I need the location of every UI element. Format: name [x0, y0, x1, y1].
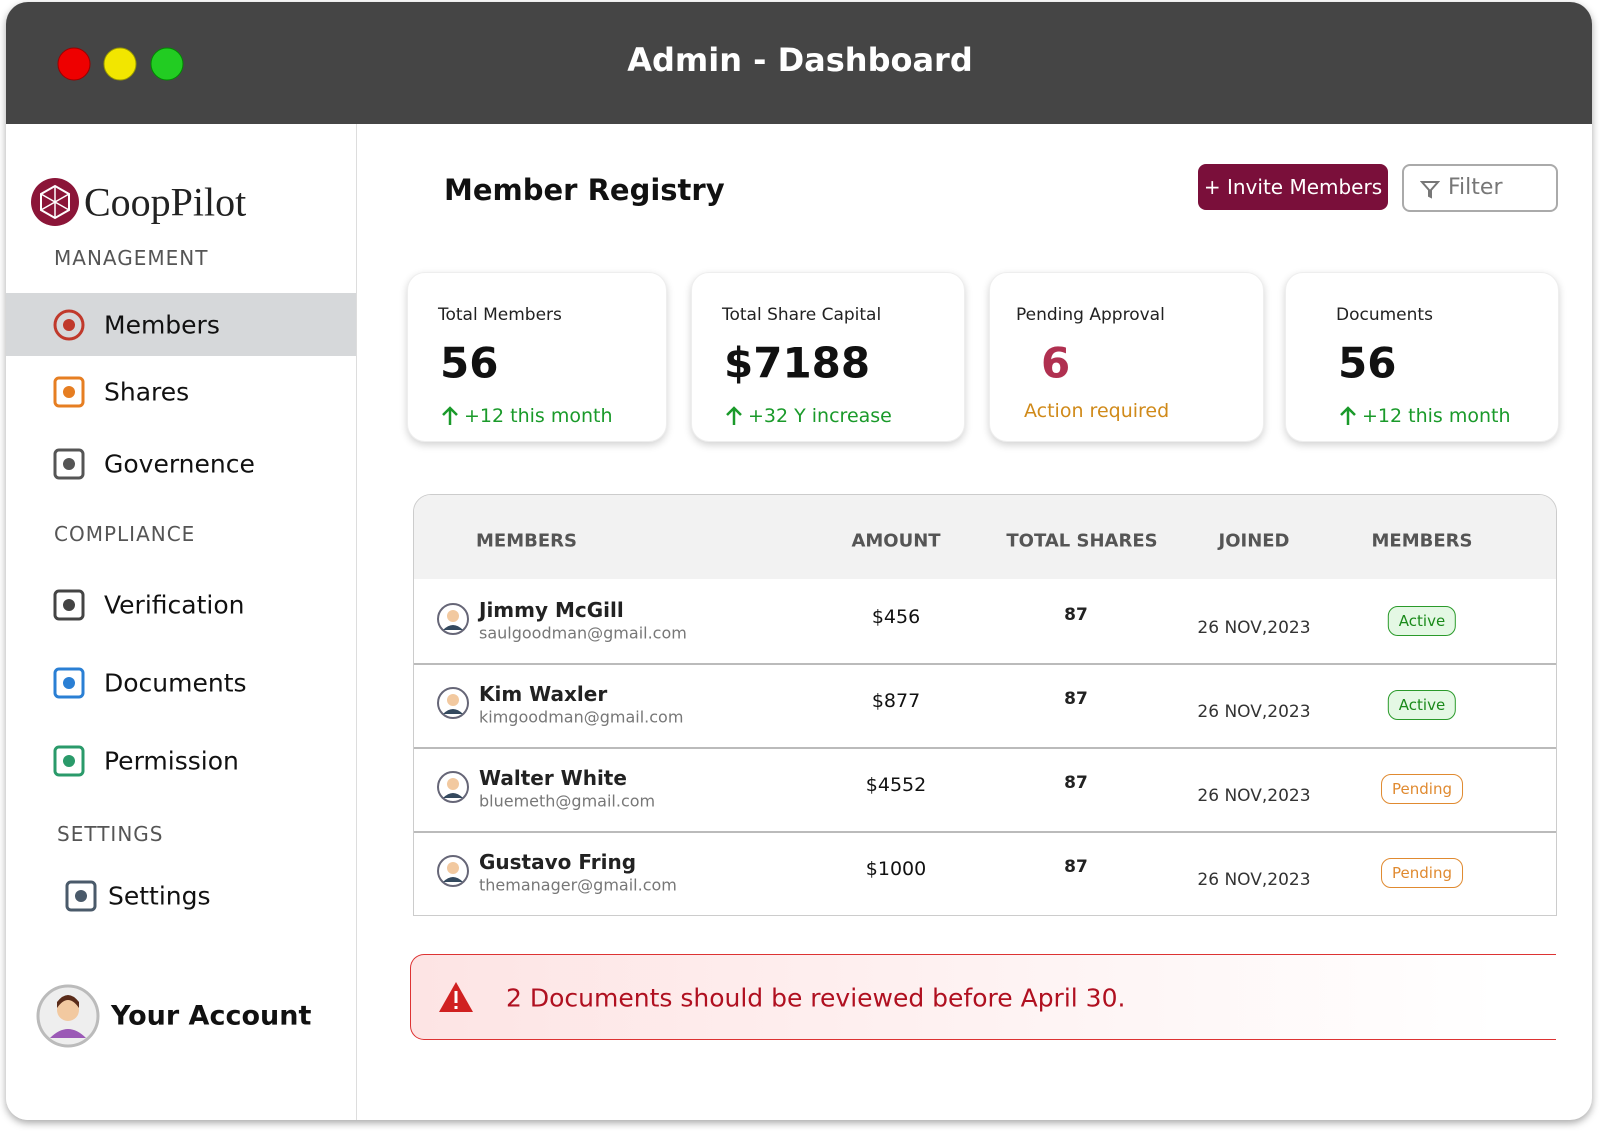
member-email: saulgoodman@gmail.com	[479, 623, 687, 643]
status-badge: Pending	[1381, 774, 1463, 804]
stat-card: Total Members 56 +12 this month	[407, 272, 667, 442]
joined-date: 26 NOV,2023	[1197, 618, 1311, 638]
nav-icon	[62, 877, 100, 915]
member-avatar	[436, 602, 470, 636]
stat-card: Total Share Capital $7188 +32 Y increase	[691, 272, 965, 442]
member-email: bluemeth@gmail.com	[479, 791, 656, 811]
column-header: AMOUNT	[851, 530, 941, 552]
column-header: JOINED	[1218, 530, 1290, 552]
account-link[interactable]: Your Account	[111, 1000, 312, 1032]
stat-label: Pending Approval	[1016, 305, 1165, 325]
nav-icon	[50, 664, 88, 702]
trend-arrow	[440, 405, 460, 427]
nav-item[interactable]: Governence	[104, 449, 255, 479]
page-title: Member Registry	[444, 173, 725, 207]
nav-icon	[50, 586, 88, 624]
amount: $1000	[865, 858, 927, 880]
member-table: MEMBERS AMOUNT TOTAL SHARES JOINED MEMBERS Ji…	[413, 494, 1557, 916]
window-controls[interactable]	[56, 46, 206, 82]
stat-note: Action required	[1024, 400, 1170, 422]
nav-item[interactable]: Shares	[104, 377, 190, 407]
status-badge: Active	[1387, 690, 1457, 720]
alert-text: 2 Documents should be reviewed before Ap…	[506, 983, 1126, 1013]
stat-card: Documents 56 +12 this month	[1285, 272, 1559, 442]
status-badge: Pending	[1381, 858, 1463, 888]
amount: $456	[871, 606, 921, 628]
total-shares: 87	[1064, 773, 1088, 793]
total-shares: 87	[1064, 857, 1088, 877]
joined-date: 26 NOV,2023	[1197, 702, 1311, 722]
stat-value: 6	[1041, 338, 1071, 388]
nav-icon	[50, 373, 88, 411]
minimize-button[interactable]	[103, 47, 137, 81]
column-header: TOTAL SHARES	[1006, 530, 1158, 552]
filter-button[interactable]: Filter	[1402, 164, 1558, 212]
logo-icon	[31, 178, 79, 226]
member-name[interactable]: Jimmy McGill	[479, 598, 624, 622]
stat-card: Pending Approval 6 Action required	[989, 272, 1264, 442]
maximize-button[interactable]	[150, 47, 184, 81]
status-badge: Active	[1387, 606, 1457, 636]
filter-icon	[1420, 181, 1440, 199]
account-avatar[interactable]	[36, 984, 100, 1048]
stat-note: +12 this month	[1362, 405, 1511, 427]
section-heading: MANAGEMENT	[54, 246, 209, 270]
joined-date: 26 NOV,2023	[1197, 870, 1311, 890]
stat-note: +32 Y increase	[748, 405, 892, 427]
column-header: MEMBERS	[1371, 530, 1473, 552]
nav-item[interactable]: Verification	[104, 590, 245, 620]
member-name[interactable]: Walter White	[479, 766, 627, 790]
member-avatar	[436, 770, 470, 804]
stat-note: +12 this month	[464, 405, 613, 427]
close-button[interactable]	[57, 47, 91, 81]
nav-icon	[50, 306, 88, 344]
row-divider	[414, 831, 1556, 833]
section-heading: SETTINGS	[57, 822, 164, 846]
member-email: kimgoodman@gmail.com	[479, 707, 684, 727]
filter-label: Filter	[1448, 175, 1503, 200]
member-avatar	[436, 686, 470, 720]
window: Admin - Dashboard CoopPilot MANAGEMENT Me…	[6, 2, 1592, 1120]
amount: $4552	[865, 774, 927, 796]
total-shares: 87	[1064, 689, 1088, 709]
amount: $877	[871, 690, 921, 712]
member-avatar	[436, 854, 470, 888]
section-heading: COMPLIANCE	[54, 522, 196, 546]
stat-value: 56	[1338, 338, 1397, 388]
sidebar: CoopPilot MANAGEMENT Members Shares Governe…	[6, 124, 357, 1120]
joined-date: 26 NOV,2023	[1197, 786, 1311, 806]
stat-value: 56	[440, 338, 499, 388]
member-email: themanager@gmail.com	[479, 875, 677, 895]
trend-arrow	[1338, 405, 1358, 427]
window-title: Admin - Dashboard	[627, 41, 973, 79]
nav-item[interactable]: Permission	[104, 746, 239, 776]
invite-button[interactable]: + Invite Members	[1198, 164, 1388, 210]
stat-value: $7188	[724, 338, 871, 388]
nav-item[interactable]: Members	[104, 310, 220, 340]
logo-text: CoopPilot	[84, 179, 247, 225]
trend-arrow	[724, 405, 744, 427]
total-shares: 87	[1064, 605, 1088, 625]
stat-label: Documents	[1336, 305, 1433, 325]
nav-icon	[50, 445, 88, 483]
stat-label: Total Share Capital	[722, 305, 882, 325]
row-divider	[414, 747, 1556, 749]
nav-icon	[50, 742, 88, 780]
nav-item[interactable]: Documents	[104, 668, 247, 698]
row-divider	[414, 663, 1556, 665]
member-name[interactable]: Gustavo Fring	[479, 850, 637, 874]
stat-label: Total Members	[438, 305, 562, 325]
alert-banner: 2 Documents should be reviewed before Ap…	[410, 954, 1556, 1040]
warning-icon	[439, 982, 473, 1012]
table-header	[414, 495, 1556, 579]
title-bar: Admin - Dashboard	[6, 2, 1592, 124]
nav-item[interactable]: Settings	[108, 881, 211, 911]
member-name[interactable]: Kim Waxler	[479, 682, 608, 706]
column-header: MEMBERS	[476, 530, 577, 552]
